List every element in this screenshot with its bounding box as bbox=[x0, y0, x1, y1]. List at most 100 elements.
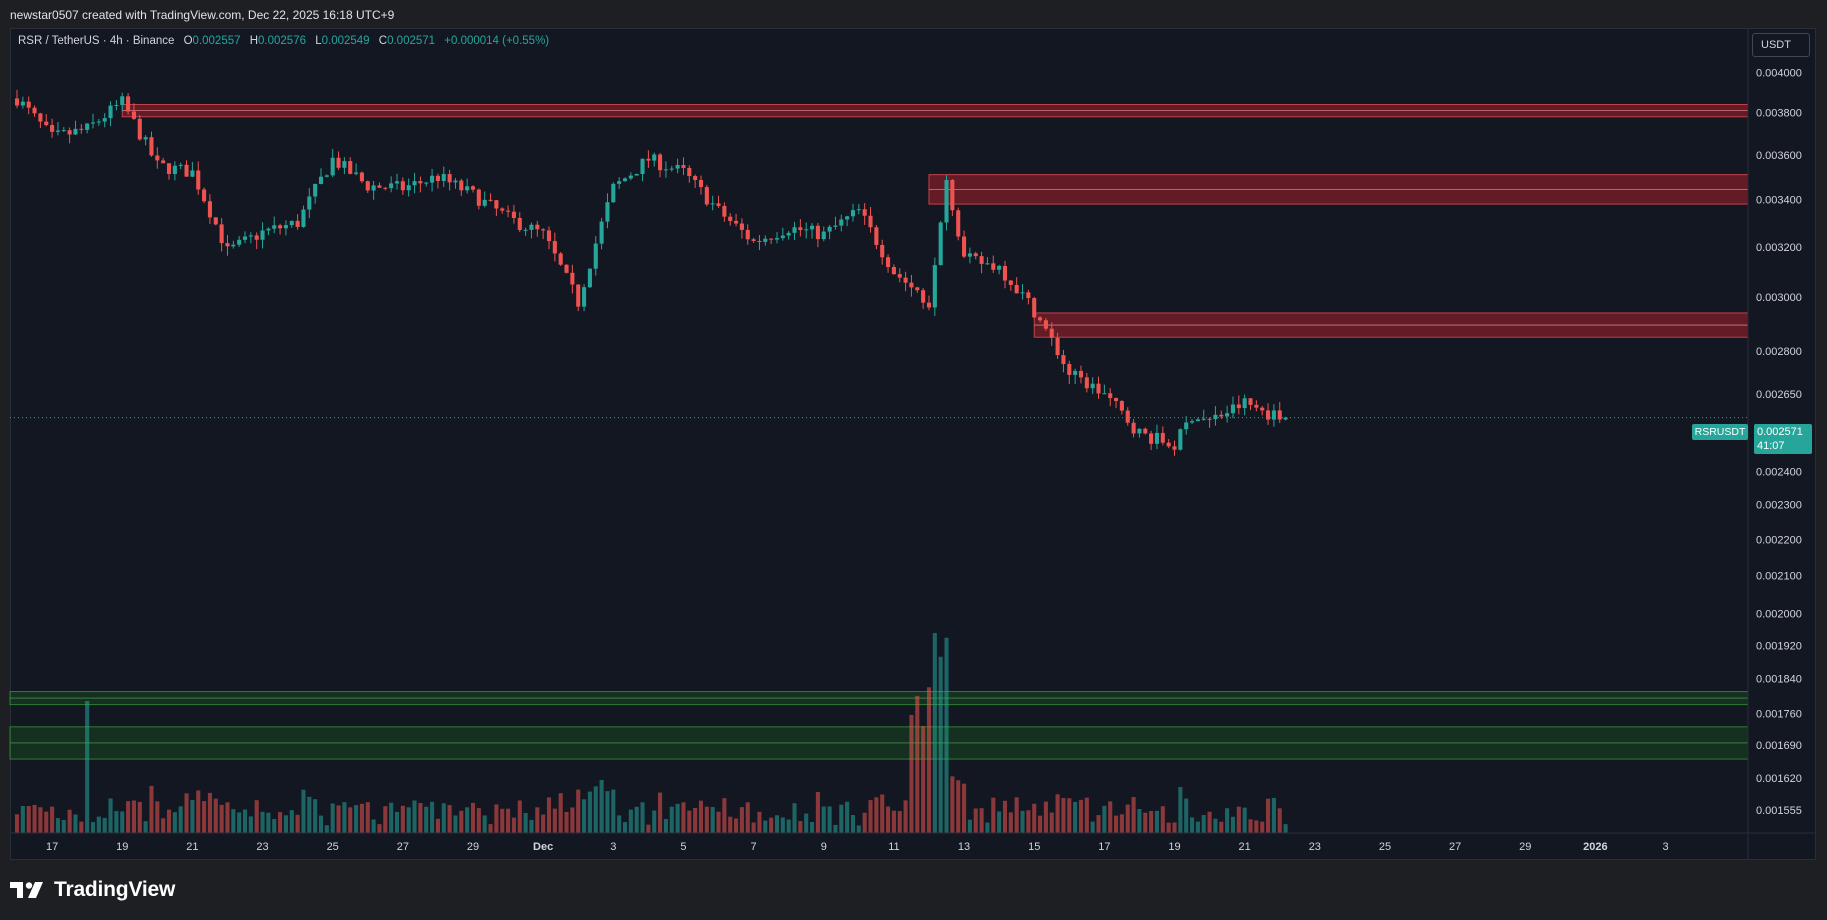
volume-bar bbox=[336, 805, 341, 833]
volume-bar bbox=[283, 815, 288, 833]
volume-bar bbox=[506, 808, 511, 833]
candle-body bbox=[640, 158, 645, 175]
volume-bar bbox=[149, 785, 154, 833]
candle-body bbox=[564, 264, 569, 273]
volume-bar bbox=[55, 818, 60, 833]
candle-body bbox=[921, 290, 926, 303]
volume-bar bbox=[1096, 815, 1101, 833]
volume-bar bbox=[1020, 810, 1025, 833]
candle-body bbox=[1125, 410, 1130, 423]
candle-body bbox=[523, 229, 528, 231]
time-tick-label: 3 bbox=[1663, 841, 1669, 853]
candle-body bbox=[90, 122, 96, 124]
price-tick-label: 0.003800 bbox=[1756, 108, 1802, 120]
volume-bar bbox=[663, 819, 668, 833]
volume-bar bbox=[488, 824, 493, 833]
candle-body bbox=[821, 231, 826, 240]
volume-bar bbox=[628, 809, 633, 833]
candle-body bbox=[850, 210, 856, 217]
volume-bar bbox=[687, 810, 692, 833]
volume-bar bbox=[932, 633, 937, 833]
legend-low-label: L bbox=[315, 35, 322, 47]
candle-body bbox=[465, 186, 470, 191]
candle-body bbox=[406, 185, 411, 191]
candle-body bbox=[1020, 292, 1025, 294]
volume-bar bbox=[546, 797, 552, 833]
candle-body bbox=[488, 199, 493, 201]
candle-body bbox=[611, 183, 616, 203]
volume-bar bbox=[1143, 812, 1148, 833]
candle-body bbox=[196, 170, 201, 190]
candle-body bbox=[1219, 414, 1224, 417]
volume-bar bbox=[1242, 807, 1247, 833]
time-tick-label: 27 bbox=[397, 841, 409, 853]
candle-body bbox=[716, 203, 721, 206]
candle-body bbox=[932, 265, 937, 308]
candle-body bbox=[1178, 429, 1183, 450]
currency-unit-button[interactable]: USDT bbox=[1752, 33, 1810, 57]
volume-bar bbox=[131, 800, 136, 833]
candle-body bbox=[260, 230, 265, 240]
candle-body bbox=[307, 196, 312, 210]
volume-bar bbox=[1248, 819, 1253, 833]
candle-body bbox=[126, 96, 131, 112]
time-tick-label: 17 bbox=[1098, 841, 1110, 853]
volume-bar bbox=[1067, 798, 1072, 833]
volume-bar bbox=[886, 806, 891, 833]
candle-body bbox=[149, 137, 154, 156]
legend-change: +0.000014 (+0.55%) bbox=[444, 35, 550, 47]
volume-bar bbox=[1225, 808, 1230, 833]
candle-body bbox=[868, 215, 873, 228]
volume-bar bbox=[242, 809, 248, 833]
candle-body bbox=[272, 225, 277, 229]
volume-bar bbox=[1219, 821, 1224, 833]
candle-body bbox=[739, 223, 744, 230]
candle-body bbox=[295, 220, 300, 227]
candle-body bbox=[1248, 398, 1253, 405]
candle-body bbox=[207, 201, 212, 218]
volume-bar bbox=[1108, 801, 1113, 833]
candle-body bbox=[225, 243, 230, 247]
volume-bar bbox=[704, 806, 709, 833]
candle-body bbox=[728, 216, 733, 221]
legend-close-value: 0.002571 bbox=[387, 35, 436, 47]
price-tick-label: 0.002400 bbox=[1756, 466, 1802, 478]
footer-brand[interactable]: TradingView bbox=[10, 876, 175, 904]
volume-bar bbox=[582, 799, 587, 833]
volume-bar bbox=[658, 792, 663, 833]
legend-title: RSR / TetherUS · 4h · Binance bbox=[18, 35, 175, 47]
volume-bar bbox=[675, 803, 680, 833]
candle-body bbox=[751, 239, 756, 241]
volume-bar bbox=[973, 808, 978, 833]
candle-body bbox=[61, 130, 66, 132]
volume-bar bbox=[377, 824, 382, 833]
volume-bar bbox=[126, 801, 131, 833]
volume-bar bbox=[301, 789, 306, 833]
candle-body bbox=[1067, 364, 1072, 375]
volume-bar bbox=[979, 808, 984, 833]
candle-body bbox=[1213, 414, 1218, 420]
candle-body bbox=[166, 163, 172, 174]
volume-bar bbox=[850, 815, 856, 833]
candle-body bbox=[658, 154, 663, 171]
volume-bar bbox=[1026, 810, 1031, 833]
volume-bar bbox=[541, 814, 546, 833]
symbol-price-tag: RSRUSDT bbox=[1692, 424, 1748, 440]
time-tick-label: 19 bbox=[116, 841, 128, 853]
candle-body bbox=[1114, 398, 1119, 402]
time-tick-label: 9 bbox=[821, 841, 827, 853]
volume-bar bbox=[611, 789, 616, 833]
volume-bar bbox=[1061, 797, 1066, 833]
last-price-value: 0.002571 bbox=[1757, 426, 1803, 438]
volume-bar bbox=[1002, 800, 1008, 833]
candle-body bbox=[1119, 401, 1124, 411]
volume-bar bbox=[38, 807, 43, 833]
volume-bar bbox=[564, 811, 569, 833]
volume-bar bbox=[856, 825, 861, 833]
candle-body bbox=[1055, 337, 1060, 356]
price-tick-label: 0.003000 bbox=[1756, 292, 1802, 304]
candle-body bbox=[582, 287, 587, 307]
volume-bar bbox=[570, 807, 575, 833]
candle-body bbox=[1190, 421, 1195, 423]
